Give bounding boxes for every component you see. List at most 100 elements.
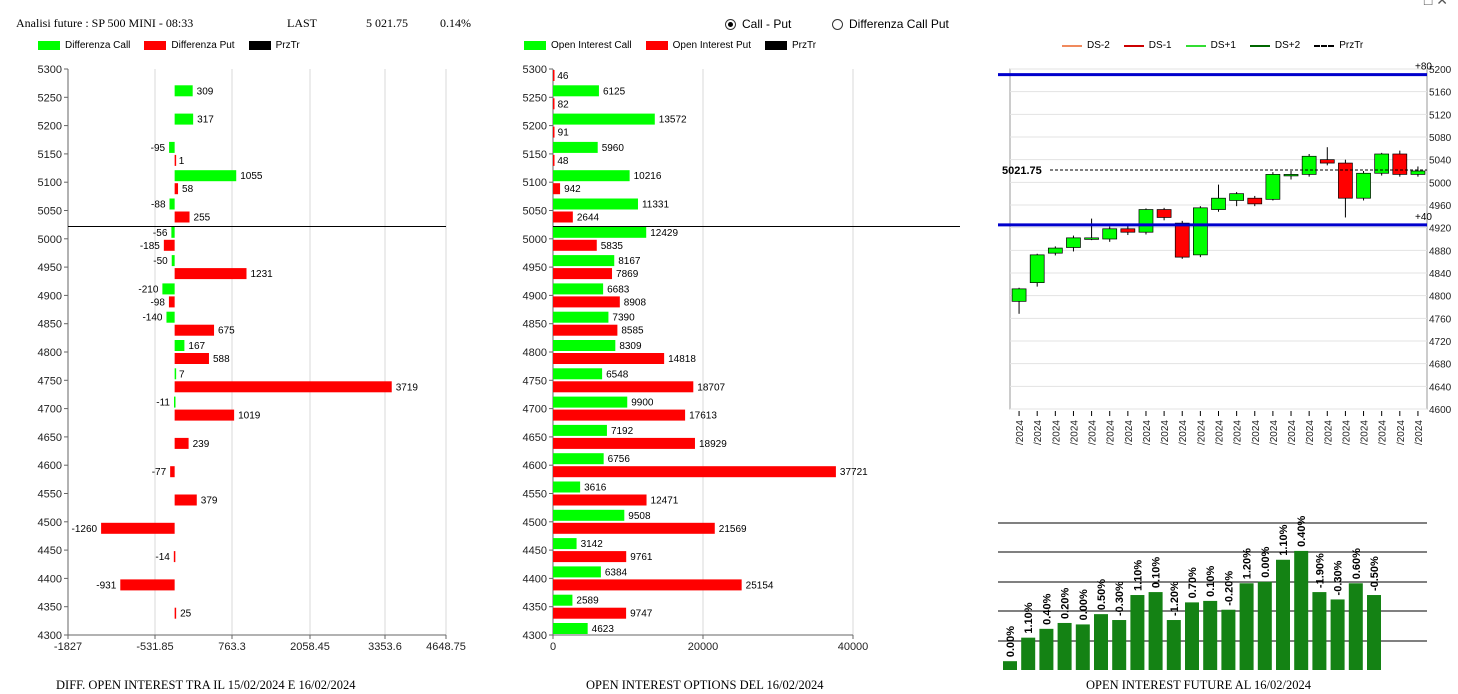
put-value-label: 2644 (577, 213, 600, 224)
put-bar (170, 466, 175, 478)
last-label: LAST (287, 16, 317, 30)
put-value-label: -185 (140, 241, 160, 252)
x-tick-label: 4648.75 (426, 641, 466, 653)
future-oi-label: 1.20% (1242, 548, 1254, 579)
future-oi-label: 0.00% (1260, 546, 1272, 577)
y-tick-label: 4550 (38, 489, 62, 501)
put-bar (553, 126, 555, 138)
call-value-label: 8167 (618, 256, 641, 267)
put-bar (174, 154, 177, 166)
future-oi-label: -0.30% (1114, 581, 1126, 616)
y-tick-label: 4450 (38, 545, 62, 557)
y-tick-label: 4850 (523, 319, 547, 331)
x-tick-label: 16/02/2024 (1396, 420, 1407, 445)
call-value-label: 3142 (581, 539, 604, 550)
put-bar (174, 437, 189, 449)
put-bar (553, 239, 597, 251)
call-bar (171, 255, 175, 267)
y-tick-label: 4600 (523, 460, 547, 472)
call-bar (553, 170, 630, 182)
call-value-label: -210 (138, 284, 158, 295)
put-value-label: 239 (193, 439, 210, 450)
x-tick-label: 3353.6 (368, 641, 402, 653)
put-bar (553, 324, 618, 336)
call-bar (174, 368, 177, 380)
legend-middle: Open Interest Call Open Interest Put Prz… (524, 40, 816, 51)
call-bar (553, 623, 588, 634)
radio-differenza[interactable]: Differenza Call Put (832, 17, 949, 31)
put-value-label: 255 (194, 213, 211, 224)
candle-body (1356, 172, 1371, 199)
candle-body (1211, 197, 1226, 210)
put-value-label: 14818 (668, 354, 696, 365)
call-value-label: 8309 (619, 341, 642, 352)
future-oi-label: 0.50% (1096, 579, 1108, 610)
radio-differenza-label: Differenza Call Put (849, 17, 949, 31)
candle-body (1247, 197, 1263, 205)
put-value-label: 588 (213, 354, 230, 365)
put-value-label: 1 (179, 156, 185, 167)
candle-body (1410, 170, 1426, 175)
y-tick-label: 4550 (523, 489, 547, 501)
put-value-label: 3719 (396, 382, 419, 393)
y-tick-label: 4880 (1429, 246, 1452, 257)
future-oi-label: -1.90% (1314, 553, 1326, 588)
lower-level-label: +40 (1415, 212, 1432, 223)
call-bar (174, 113, 194, 125)
future-oi-label: 0.00% (1078, 589, 1090, 620)
put-bar (174, 409, 235, 421)
y-tick-label: 4350 (38, 602, 62, 614)
call-value-label: 167 (188, 341, 205, 352)
call-bar (171, 226, 175, 238)
window-controls[interactable]: □ ✕ (1423, 0, 1448, 8)
candle-body (1047, 247, 1063, 254)
put-bar (553, 154, 555, 166)
call-bar (174, 85, 193, 97)
y-tick-label: 5250 (38, 92, 62, 104)
radio-call-put[interactable]: Call - Put (725, 17, 791, 31)
candle-body (1374, 153, 1390, 174)
legend-label: Differenza Call (65, 40, 131, 51)
change-percent: 0.14% (440, 16, 471, 30)
x-tick-label: 12/02/2024 (1323, 420, 1334, 445)
call-bar (553, 311, 609, 323)
put-bar (553, 522, 715, 534)
legend-swatch-call (38, 41, 60, 50)
call-bar (553, 255, 615, 267)
legend-swatch-price (765, 41, 787, 50)
future-oi-bar (1239, 583, 1254, 670)
caption-left: DIFF. OPEN INTEREST TRA IL 15/02/2024 E … (56, 678, 356, 692)
open-interest-future-bar-chart: 0.00% 1.10% 0.40% 0.20% 0.00% 0.50% -0.30% 1.10… (998, 516, 1427, 670)
put-value-label: 82 (558, 99, 570, 110)
put-bar (553, 381, 694, 393)
candle-body (1193, 207, 1208, 256)
x-tick-label: 31/01/2024 (1178, 420, 1189, 445)
put-value-label: 1019 (238, 411, 261, 422)
y-tick-label: 4640 (1429, 382, 1452, 393)
future-oi-label: 0.60% (1351, 548, 1363, 579)
call-bar (169, 141, 175, 153)
y-tick-label: 5200 (1429, 65, 1452, 76)
x-tick-label: 07/02/2024 (1269, 420, 1280, 445)
y-tick-label: 4850 (38, 319, 62, 331)
call-value-label: -88 (151, 200, 166, 211)
x-tick-label: 05/02/2024 (1233, 420, 1244, 445)
y-tick-label: 5250 (523, 92, 547, 104)
put-value-label: -931 (96, 580, 116, 591)
future-oi-label: 1.10% (1023, 602, 1035, 633)
y-tick-label: 5000 (1429, 178, 1452, 189)
radio-selected-icon[interactable] (725, 18, 736, 30)
call-value-label: 11331 (642, 200, 670, 211)
call-bar (553, 509, 625, 521)
legend-line-ds+2 (1249, 44, 1270, 47)
legend-label: DS+1 (1210, 40, 1236, 51)
y-tick-label: 4800 (38, 347, 62, 359)
future-oi-label: 0.10% (1205, 566, 1217, 597)
y-tick-label: 5000 (523, 234, 547, 246)
radio-unselected-icon[interactable] (832, 18, 843, 30)
y-tick-label: 4950 (523, 262, 547, 274)
legend-swatch-price (248, 41, 271, 50)
y-tick-label: 4900 (523, 290, 547, 302)
legend-line-prztr (1314, 44, 1335, 47)
legend-swatch-call (524, 41, 546, 50)
